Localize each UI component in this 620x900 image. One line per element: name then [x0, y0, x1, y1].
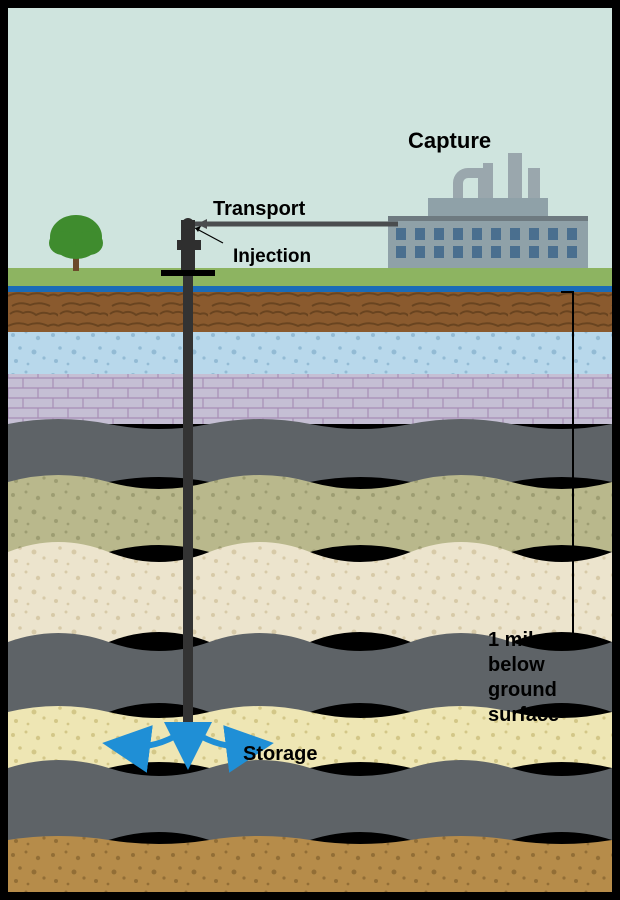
- label-capture: Capture: [408, 128, 491, 154]
- label-storage: Storage: [243, 743, 317, 766]
- layer-soil: [8, 292, 612, 332]
- well-pipe: [183, 276, 193, 728]
- layer-aquifer: [8, 332, 612, 374]
- layer-water-line: [8, 286, 612, 292]
- label-depth: 1 mile below ground surface: [488, 628, 559, 728]
- layer-sand1: [8, 475, 612, 559]
- layer-shale1: [8, 374, 612, 424]
- label-injection: Injection: [233, 246, 311, 268]
- layer-deep-sand: [8, 836, 612, 892]
- diagram-frame: Capture Transport Injection Storage 1 mi…: [0, 0, 620, 900]
- label-transport: Transport: [213, 198, 305, 221]
- well-cap: [161, 270, 215, 276]
- layer-dark1: [8, 419, 612, 487]
- layer-grass: [8, 268, 612, 286]
- layer-dark3: [8, 760, 612, 848]
